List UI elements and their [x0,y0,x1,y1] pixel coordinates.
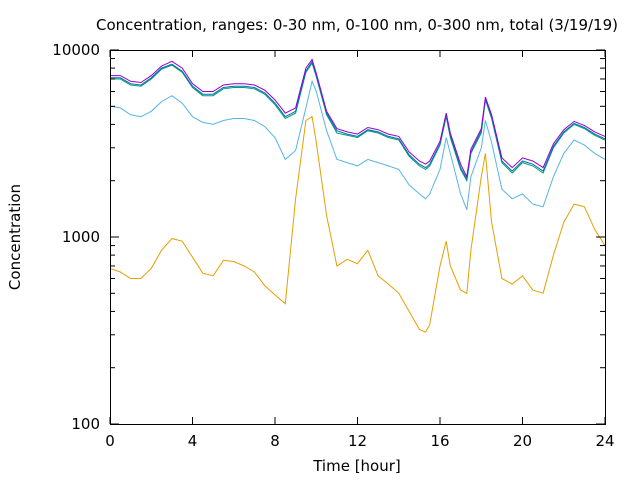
x-tick-label: 4 [188,432,198,450]
series-line-0 [109,115,606,333]
x-axis-label: Time [hour] [312,457,401,475]
y-axis: 100 1000 10000 [52,41,605,433]
y-tick-label: 1000 [62,228,100,246]
series-line-4 [110,58,606,179]
x-axis: 0 4 8 12 16 20 24 [105,50,615,450]
chart-title: Concentration, ranges: 0-30 nm, 0-100 nm… [96,16,618,34]
y-axis-label: Concentration [6,184,24,290]
series-line-2 [110,62,606,183]
plot-area [109,58,606,333]
x-tick-label: 16 [430,432,449,450]
x-tick-label: 20 [513,432,532,450]
x-tick-label: 24 [595,432,614,450]
series-line-3 [110,60,606,181]
x-tick-label: 12 [348,432,367,450]
y-tick-label: 100 [71,415,100,433]
series-line-1 [109,79,606,210]
x-tick-label: 0 [105,432,115,450]
y-tick-label: 10000 [52,41,100,59]
x-tick-label: 8 [270,432,280,450]
